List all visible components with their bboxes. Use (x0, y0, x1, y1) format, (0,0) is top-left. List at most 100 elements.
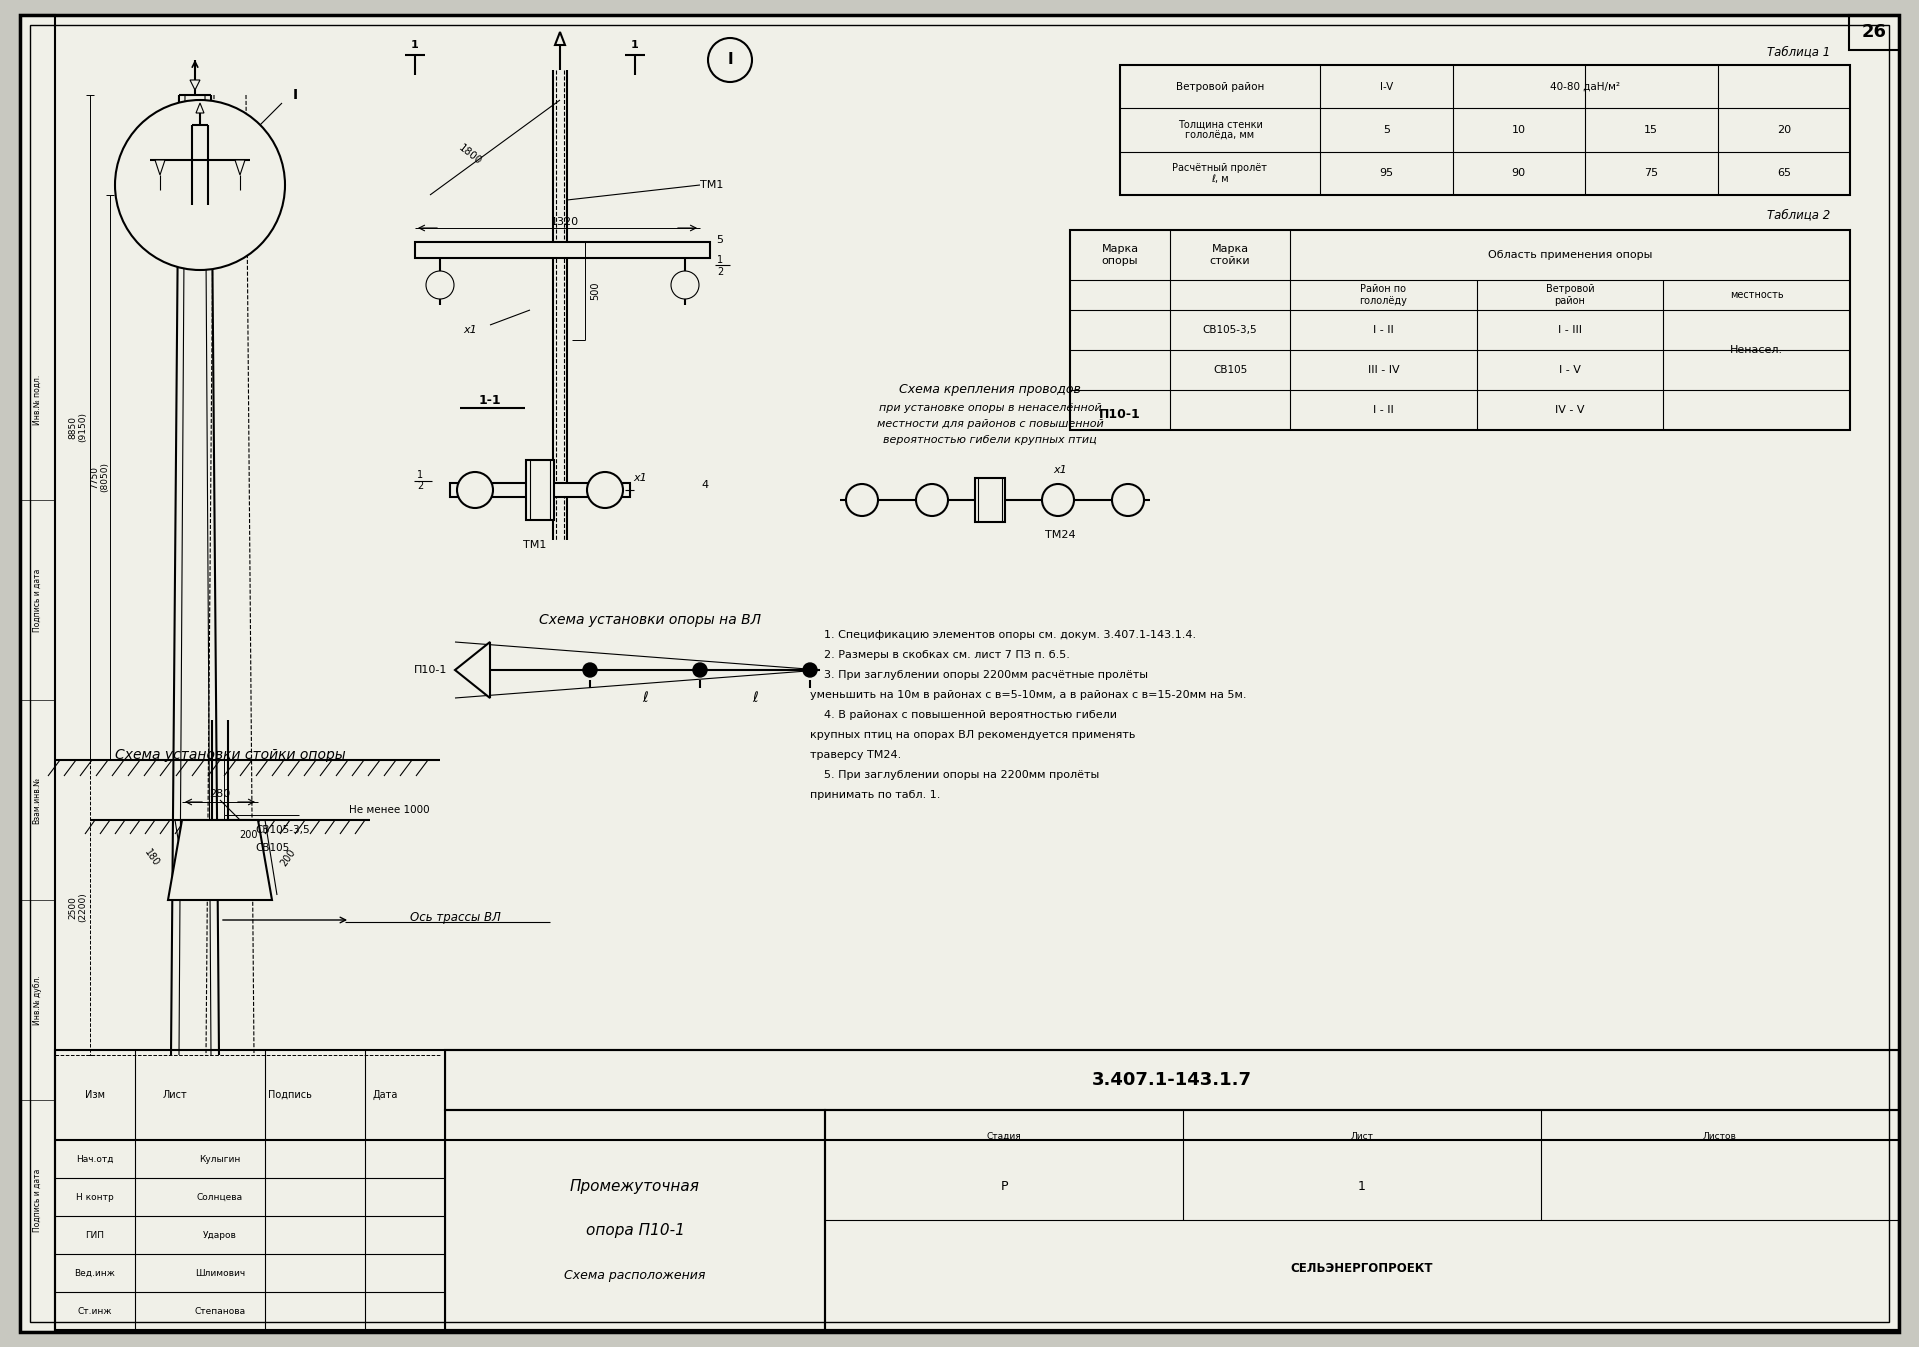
Text: Не менее 1000: Не менее 1000 (349, 806, 430, 815)
Text: I - V: I - V (1558, 365, 1581, 374)
Text: 200: 200 (240, 830, 257, 841)
Text: Ударов: Ударов (203, 1231, 236, 1239)
Text: Схема установки опоры на ВЛ: Схема установки опоры на ВЛ (539, 613, 762, 626)
Text: Инв.№ дубл.: Инв.№ дубл. (33, 975, 42, 1025)
Text: ТМ1: ТМ1 (524, 540, 547, 550)
Text: 7750
(8050): 7750 (8050) (90, 462, 109, 493)
Bar (56, 1051, 1900, 1329)
Bar (445, 1051, 1900, 1110)
Text: 90: 90 (1512, 168, 1526, 178)
Text: 75: 75 (1645, 168, 1658, 178)
Text: П10-1: П10-1 (415, 665, 447, 675)
Bar (130, 190, 259, 199)
Text: 2. Размеры в скобках см. лист 7 ПЗ п. б.5.: 2. Размеры в скобках см. лист 7 ПЗ п. б.… (810, 651, 1071, 660)
Bar (975, 478, 1006, 523)
Text: Ст.инж: Ст.инж (79, 1307, 111, 1316)
Circle shape (583, 663, 597, 678)
Circle shape (915, 484, 948, 516)
Text: Вед.инж: Вед.инж (75, 1269, 115, 1277)
Text: Область применения опоры: Область применения опоры (1487, 251, 1652, 260)
Polygon shape (555, 32, 564, 44)
Bar (526, 459, 555, 520)
Text: 4: 4 (702, 480, 708, 490)
Text: Взам.инв.№: Взам.инв.№ (33, 776, 42, 823)
Text: Подпись и дата: Подпись и дата (33, 1168, 42, 1231)
Text: 5. При заглублении опоры на 2200мм пролёты: 5. При заглублении опоры на 2200мм пролё… (810, 770, 1100, 780)
Text: траверсу ТМ24.: траверсу ТМ24. (810, 750, 902, 760)
Circle shape (802, 663, 817, 678)
Text: Инв.№ подл.: Инв.№ подл. (33, 374, 42, 426)
Text: 65: 65 (1777, 168, 1790, 178)
Text: ГИП: ГИП (86, 1231, 104, 1239)
Text: Расчётный пролёт
ℓ, м: Расчётный пролёт ℓ, м (1173, 163, 1268, 185)
Text: СВ105: СВ105 (1213, 365, 1247, 374)
Text: 180: 180 (142, 847, 161, 869)
Text: 26: 26 (1861, 23, 1886, 40)
Text: Р: Р (1000, 1180, 1007, 1193)
Text: 40-80 даН/м²: 40-80 даН/м² (1551, 82, 1620, 92)
Bar (449, 484, 629, 497)
Text: Ветровой район: Ветровой район (1176, 82, 1265, 92)
Text: I: I (292, 88, 297, 102)
Text: 1: 1 (718, 255, 723, 265)
Text: Марка
стойки: Марка стойки (1209, 244, 1251, 265)
Text: Стадия: Стадия (986, 1131, 1021, 1141)
Text: ТМ24: ТМ24 (1044, 529, 1075, 540)
Text: 3. При заглублении опоры 2200мм расчётные пролёты: 3. При заглублении опоры 2200мм расчётны… (810, 669, 1148, 680)
Text: местности для районов с повышенной: местности для районов с повышенной (877, 419, 1103, 428)
Text: 1-1: 1-1 (478, 393, 501, 407)
Text: Ось трассы ВЛ: Ось трассы ВЛ (411, 912, 501, 924)
Text: Промежуточная: Промежуточная (570, 1180, 700, 1195)
Text: Ветровой
район: Ветровой район (1545, 284, 1595, 306)
Bar (445, 1110, 825, 1329)
Text: СВ105: СВ105 (255, 843, 290, 853)
Text: 8850
(9150): 8850 (9150) (69, 412, 88, 443)
Polygon shape (190, 79, 200, 90)
Text: I-V: I-V (1380, 82, 1393, 92)
Text: 1320: 1320 (551, 217, 580, 228)
Text: Марка
опоры: Марка опоры (1102, 244, 1138, 265)
Text: Степанова: Степанова (194, 1307, 246, 1316)
Text: 200: 200 (278, 847, 297, 869)
Text: Район по
гололёду: Район по гололёду (1359, 284, 1407, 306)
Text: 2500
(2200): 2500 (2200) (69, 893, 88, 923)
Text: СЕЛЬЭНЕРГОПРОЕКТ: СЕЛЬЭНЕРГОПРОЕКТ (1291, 1262, 1433, 1274)
Text: 4. В районах с повышенной вероятностью гибели: 4. В районах с повышенной вероятностью г… (810, 710, 1117, 721)
Text: I - III: I - III (1558, 325, 1581, 335)
Text: 20: 20 (1777, 125, 1790, 135)
Text: Подпись: Подпись (269, 1090, 313, 1100)
Text: 2: 2 (416, 481, 422, 492)
Text: Лист: Лист (163, 1090, 188, 1100)
Text: Толщина стенки
гололёда, мм: Толщина стенки гололёда, мм (1178, 119, 1263, 141)
Text: 5: 5 (1384, 125, 1389, 135)
Text: СВ105-3,5: СВ105-3,5 (1203, 325, 1257, 335)
Text: x1: x1 (633, 473, 647, 484)
Text: 95: 95 (1380, 168, 1393, 178)
Circle shape (130, 207, 146, 224)
Text: крупных птиц на опорах ВЛ рекомендуется применять: крупных птиц на опорах ВЛ рекомендуется … (810, 730, 1136, 740)
Text: опора П10-1: опора П10-1 (585, 1223, 685, 1238)
Text: Таблица 2: Таблица 2 (1767, 209, 1831, 221)
Polygon shape (455, 643, 489, 698)
Text: I - II: I - II (1372, 325, 1393, 335)
Text: III - IV: III - IV (1368, 365, 1399, 374)
Polygon shape (234, 160, 246, 175)
Text: x1: x1 (1054, 465, 1067, 475)
Text: 500: 500 (589, 282, 601, 300)
Text: Листов: Листов (1702, 1131, 1737, 1141)
Polygon shape (196, 102, 203, 113)
Text: ℓ: ℓ (643, 691, 649, 704)
Circle shape (457, 471, 493, 508)
Text: Схема крепления проводов: Схема крепления проводов (900, 384, 1080, 396)
Text: IV - V: IV - V (1554, 405, 1585, 415)
Text: x1: x1 (462, 325, 478, 335)
Text: 3.407.1-143.1.7: 3.407.1-143.1.7 (1092, 1071, 1251, 1088)
Circle shape (115, 100, 286, 269)
Text: I: I (727, 53, 733, 67)
Text: принимать по табл. 1.: принимать по табл. 1. (810, 789, 940, 800)
Text: ТМ1: ТМ1 (700, 180, 723, 190)
Text: 1. Спецификацию элементов опоры см. докум. 3.407.1-143.1.4.: 1. Спецификацию элементов опоры см. доку… (810, 630, 1196, 640)
Circle shape (587, 471, 624, 508)
Circle shape (846, 484, 879, 516)
Text: 1: 1 (1359, 1180, 1366, 1193)
